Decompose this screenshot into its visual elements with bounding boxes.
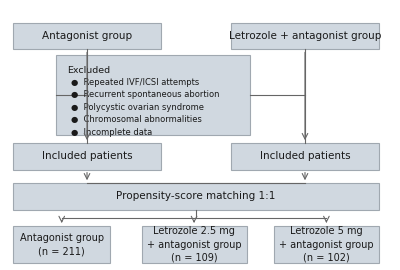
Text: Letrozole 5 mg
+ antagonist group
(n = 102): Letrozole 5 mg + antagonist group (n = 1… xyxy=(279,226,374,263)
FancyBboxPatch shape xyxy=(142,226,247,263)
Text: Included patients: Included patients xyxy=(260,151,350,161)
Text: Letrozole 2.5 mg
+ antagonist group
(n = 109): Letrozole 2.5 mg + antagonist group (n =… xyxy=(147,226,241,263)
FancyBboxPatch shape xyxy=(13,183,379,210)
Text: Included patients: Included patients xyxy=(42,151,132,161)
Text: Letrozole + antagonist group: Letrozole + antagonist group xyxy=(229,31,381,41)
Text: ●  Incomplete data: ● Incomplete data xyxy=(72,128,153,137)
FancyBboxPatch shape xyxy=(13,226,110,263)
FancyBboxPatch shape xyxy=(274,226,379,263)
FancyBboxPatch shape xyxy=(13,143,161,170)
Text: ●  Chromosomal abnormalities: ● Chromosomal abnormalities xyxy=(72,115,202,124)
Text: Propensity-score matching 1:1: Propensity-score matching 1:1 xyxy=(116,191,276,201)
FancyBboxPatch shape xyxy=(56,55,250,135)
Text: Antagonist group: Antagonist group xyxy=(42,31,132,41)
FancyBboxPatch shape xyxy=(13,23,161,49)
FancyBboxPatch shape xyxy=(231,143,379,170)
Text: ●  Repeated IVF/ICSI attempts: ● Repeated IVF/ICSI attempts xyxy=(72,77,200,87)
Text: Excluded: Excluded xyxy=(68,66,111,75)
Text: ●  Recurrent spontaneous abortion: ● Recurrent spontaneous abortion xyxy=(72,90,220,99)
Text: Antagonist group
(n = 211): Antagonist group (n = 211) xyxy=(20,233,104,256)
Text: ●  Polycystic ovarian syndrome: ● Polycystic ovarian syndrome xyxy=(72,103,204,112)
FancyBboxPatch shape xyxy=(231,23,379,49)
